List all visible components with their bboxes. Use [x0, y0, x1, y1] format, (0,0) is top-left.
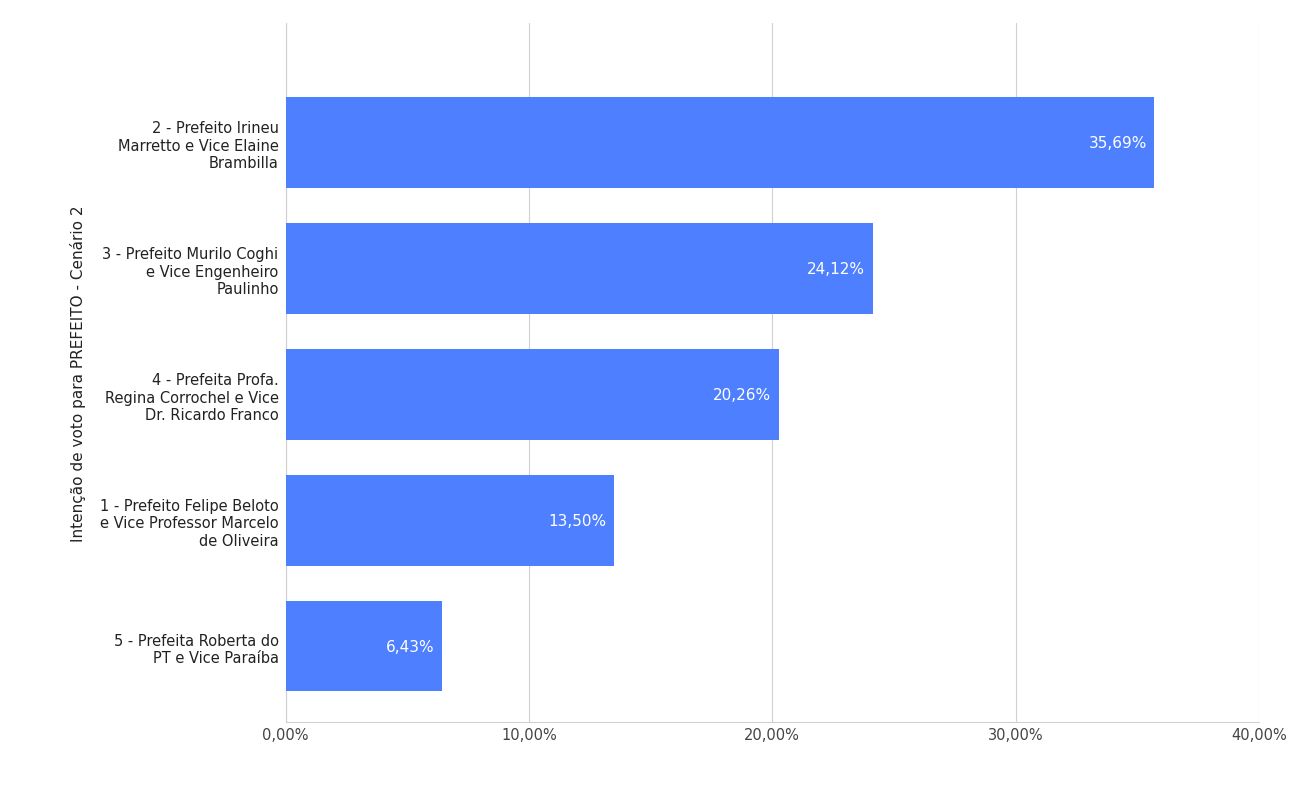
Bar — [286, 350, 779, 440]
Text: 6,43%: 6,43% — [386, 639, 435, 654]
Bar — [286, 98, 1154, 188]
Text: 20,26%: 20,26% — [713, 387, 771, 403]
Text: 35,69%: 35,69% — [1089, 136, 1147, 151]
Text: 24,12%: 24,12% — [807, 261, 866, 277]
Text: 13,50%: 13,50% — [549, 513, 607, 529]
Bar — [286, 224, 872, 314]
Bar — [286, 602, 443, 691]
Bar — [286, 476, 614, 566]
Y-axis label: Intenção de voto para PREFEITO - Cenário 2: Intenção de voto para PREFEITO - Cenário… — [70, 205, 86, 541]
